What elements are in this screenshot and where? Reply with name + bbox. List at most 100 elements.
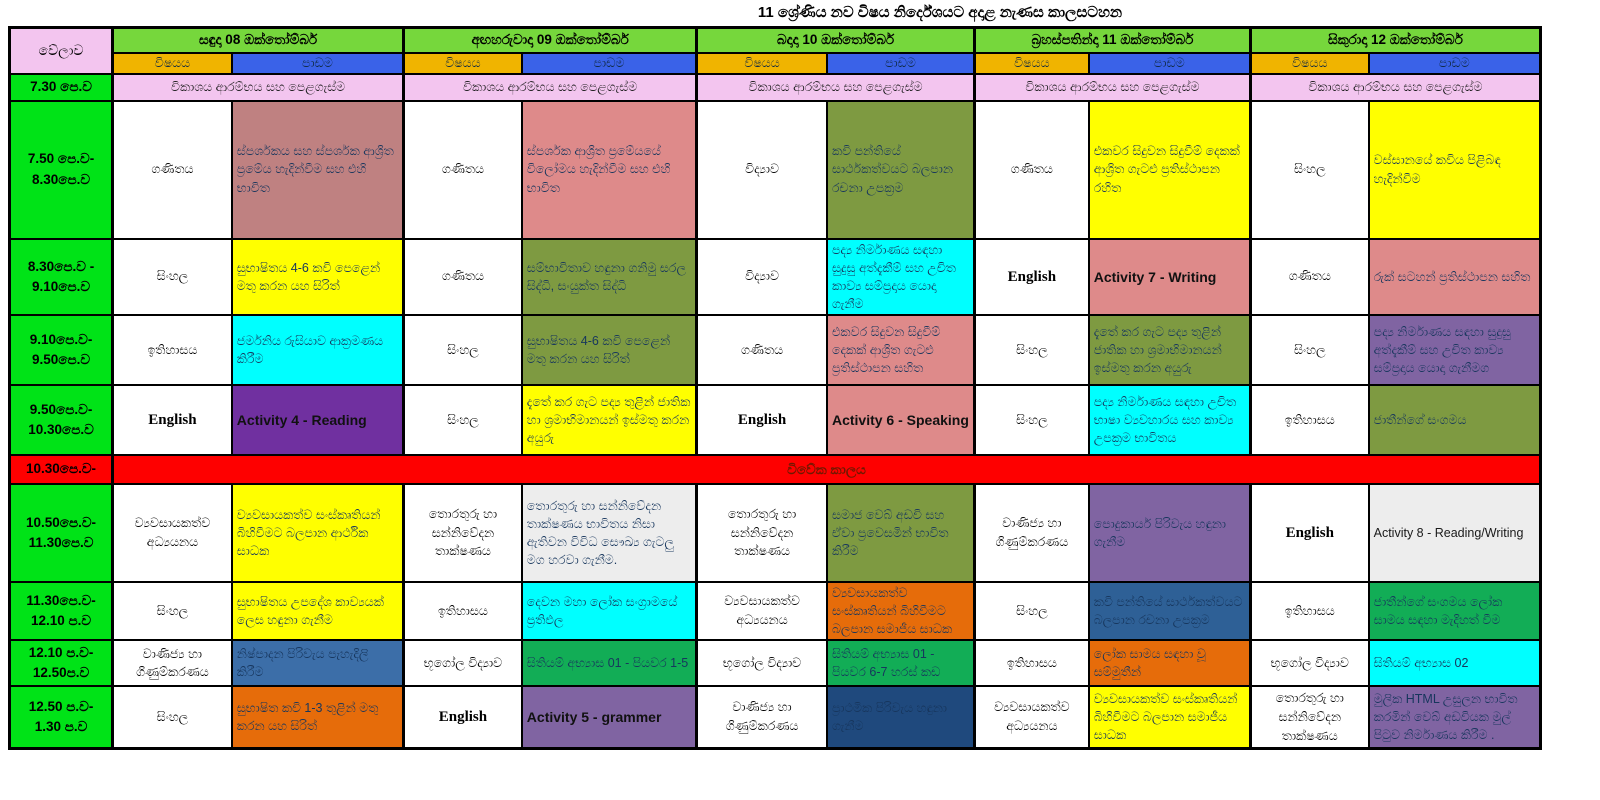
time-slot: 12.50 ප.ව- 1.30 ප.ව xyxy=(8,685,114,750)
lesson-cell: දැතේ කර ගැට පද්‍ය තුළින් ජාතික හා ශ්‍රමා… xyxy=(1087,314,1252,386)
subject-cell: සිංහල xyxy=(402,314,523,386)
lesson-cell: Activity 8 - Reading/Writing xyxy=(1367,483,1542,583)
day-header-wednesday: බදාදා 10 ඔක්තෝම්බර් xyxy=(695,26,976,54)
subject-cell: English xyxy=(111,384,233,456)
subject-cell: භූගෝල විද්‍යාව xyxy=(402,639,523,688)
lesson-cell: පද්‍ය නිර්මාණය සඳහා උචිත භාෂා ව්‍යවහාරය … xyxy=(1087,384,1252,456)
lesson-cell: පද්‍ය නිර්මාණය සඳහා සුදුසු අත්දැකීම් සහ … xyxy=(825,237,976,316)
time-slot: 8.30පෙ.ව - 9.10පෙ.ව xyxy=(8,237,114,316)
timetable-row: 12.10 ප.ව- 12.50ප.ව වාණිජ්‍ය හා ගිණුම්කරණ… xyxy=(8,639,1542,688)
subject-cell: ඉතිහාසය xyxy=(1248,384,1370,456)
lesson-cell: සිතියම් අභ්‍යාස 02 xyxy=(1367,639,1542,688)
timetable-row: 7.50 පෙ.ව- 8.30පෙ.ව ගණිතය ස්පර්ශකය සහ ස්පර… xyxy=(8,99,1542,240)
subject-cell: තොරතුරු හා සන්නිවේදන තාක්ෂණය xyxy=(402,483,523,583)
time-slot: 10.50පෙ.ව- 11.30පෙ.ව xyxy=(8,483,114,583)
lesson-cell: Activity 7 - Writing xyxy=(1087,237,1252,316)
timetable-row: 8.30පෙ.ව - 9.10පෙ.ව සිංහල සුභාෂිතය 4-6 කවි… xyxy=(8,237,1542,316)
assembly-cell: විකාශය ආරම්භය සහ පෙළගැස්ම xyxy=(973,72,1252,102)
timetable-row: 12.50 ප.ව- 1.30 ප.ව සිංහල සුභාෂිත කවි 1-3 … xyxy=(8,685,1542,750)
lesson-cell: සම්භාවිතාව හඳුනා ගනිමු සරල සිද්ධි, සංයුක… xyxy=(520,237,698,316)
subject-cell: ව්‍යවසායකත්ව අධ්‍යයනය xyxy=(111,483,233,583)
time-slot: 9.10පෙ.ව- 9.50පෙ.ව xyxy=(8,314,114,386)
subject-column-header: විෂයය xyxy=(973,51,1090,75)
lesson-cell: කවි පන්තියේ සාර්ථකත්වයට බලපාන රචනා උපක්‍… xyxy=(1087,580,1252,642)
assembly-row: 7.30 පෙ.ව විකාශය ආරම්භය සහ පෙළගැස්ම විකා… xyxy=(8,72,1542,102)
day-header-tuesday: අඟහරුවාදා 09 ඔක්තෝම්බර් xyxy=(402,26,698,54)
lesson-cell: මුලික HTML උසුලන භාවිත කරමින් වෙබ් අඩවිය… xyxy=(1367,685,1542,750)
lesson-column-header: පාඩම xyxy=(230,51,405,75)
subject-cell: ගණිතය xyxy=(1248,237,1370,316)
subject-cell: English xyxy=(695,384,828,456)
time-column-header: වේලාව xyxy=(8,26,114,75)
subject-cell: සිංහල xyxy=(402,384,523,456)
lesson-cell: කවි පන්තියේ සාර්ථකත්වයට බලපාන රචනා උපක්‍… xyxy=(825,99,976,240)
lesson-column-header: පාඩම xyxy=(825,51,976,75)
assembly-cell: විකාශය ආරම්භය සහ පෙළගැස්ම xyxy=(111,72,405,102)
subject-cell: ගණිතය xyxy=(695,314,828,386)
subject-cell: සිංහල xyxy=(973,580,1090,642)
subject-cell: විද්‍යාව xyxy=(695,237,828,316)
lesson-cell: සිතියම් අභ්‍යාස 01 - පියවර 6-7 හරස් කඩ xyxy=(825,639,976,688)
subject-cell: සිංහල xyxy=(111,237,233,316)
subject-cell: ඉතිහාසය xyxy=(402,580,523,642)
break-row: 10.30පෙ.ව- විවේක කාලය xyxy=(8,454,1542,485)
lesson-cell: දෙවන මහා ලෝක සංග්‍රාමයේ ප්‍රතිඵල xyxy=(520,580,698,642)
time-slot: 7.50 පෙ.ව- 8.30පෙ.ව xyxy=(8,99,114,240)
lesson-cell: වස්සානයේ කවිය පිළිබඳ හැදින්වීම xyxy=(1367,99,1542,240)
lesson-column-header: පාඩම xyxy=(1367,51,1542,75)
subject-cell: ඉතිහාසය xyxy=(111,314,233,386)
timetable-row: 11.30පෙ.ව- 12.10 ප.ව සිංහල සුභාෂිතය උපදේශ … xyxy=(8,580,1542,642)
subject-cell: ගණිතය xyxy=(111,99,233,240)
subject-cell: ව්‍යවසායකත්ව අධ්‍යයනය xyxy=(695,580,828,642)
time-slot: 9.50පෙ.ව- 10.30පෙ.ව xyxy=(8,384,114,456)
lesson-cell: සුභාෂිතය 4-6 කවි පෙළෙන් මතු කරන යහ සිරිත… xyxy=(520,314,698,386)
lesson-cell: සුභාෂිතය උපදේශ කාව්‍යයක් ලෙස හඳුනා ගැනීම xyxy=(230,580,405,642)
lesson-cell: ජර්මනිය රුසියාව ආක්‍රමණය කිරීම xyxy=(230,314,405,386)
lesson-cell: සමාජ වෙබ් අඩවි සහ ඒවා ප්‍රවෙසමින් භාවිත … xyxy=(825,483,976,583)
subject-column-header: විෂයය xyxy=(402,51,523,75)
lesson-cell: Activity 5 - grammer xyxy=(520,685,698,750)
subject-cell: සිංහල xyxy=(973,384,1090,456)
lesson-cell: ලෝක සාමය සඳහා වූ සම්මුතීන් xyxy=(1087,639,1252,688)
subject-cell: වාණිජ්‍ය හා ගිණුම්කරණය xyxy=(695,685,828,750)
lesson-cell: රුක් සටහන් ප්‍රතිස්ථාපන සහිත xyxy=(1367,237,1542,316)
subject-cell: වාණිජ්‍ය හා ගිණුම්කරණය xyxy=(111,639,233,688)
subject-cell: සිංහල xyxy=(1248,314,1370,386)
lesson-cell: ව්‍යවසායකත්ව සංස්කෘතියන් බිහිවීමට බලපාන … xyxy=(825,580,976,642)
lesson-column-header: පාඩම xyxy=(520,51,698,75)
subject-cell: ඉතිහාසය xyxy=(1248,580,1370,642)
lesson-cell: ප්‍රාථමික පිරිවැය හඳුනා ගැනීම xyxy=(825,685,976,750)
page-title: 11 ශ්‍රේණිය නව විෂය නිර්දේශයට අදාළ නැණස … xyxy=(757,4,1123,21)
subject-cell: තොරතුරු හා සන්නිවේදන තාක්ෂණය xyxy=(1248,685,1370,750)
subject-cell: ගණිතය xyxy=(402,237,523,316)
timetable-row: 10.50පෙ.ව- 11.30පෙ.ව ව්‍යවසායකත්ව අධ්‍යයන… xyxy=(8,483,1542,583)
assembly-cell: විකාශය ආරම්භය සහ පෙළගැස්ම xyxy=(695,72,976,102)
morning-rows: 7.50 පෙ.ව- 8.30පෙ.ව ගණිතය ස්පර්ශකය සහ ස්පර… xyxy=(8,99,1542,456)
timetable-row: 9.50පෙ.ව- 10.30පෙ.ව English Activity 4 - R… xyxy=(8,384,1542,456)
subject-column-header: විෂයය xyxy=(1248,51,1370,75)
subject-cell: වාණිජ්‍ය හා ගිණුම්කරණය xyxy=(973,483,1090,583)
lesson-cell: Activity 6 - Speaking xyxy=(825,384,976,456)
lesson-cell: ජාතීන්ගේ සංගමය xyxy=(1367,384,1542,456)
subject-cell: ඉතිහාසය xyxy=(973,639,1090,688)
lesson-cell: නිෂ්පාදන පිරිවැය පැහැදිලි කිරීම xyxy=(230,639,405,688)
subject-cell: තොරතුරු හා සන්නිවේදන තාක්ෂණය xyxy=(695,483,828,583)
lesson-cell: සිතියම් අභ්‍යාස 01 - පියවර 1-5 xyxy=(520,639,698,688)
lesson-cell: පද්‍ය නිර්මාණය සඳහා සුදුසු අත්දැකීම් සහ … xyxy=(1367,314,1542,386)
assembly-cell: විකාශය ආරම්භය සහ පෙළගැස්ම xyxy=(1248,72,1542,102)
timetable: වේලාව සඳුදා 08 ඔක්තෝම්බර් අඟහරුවාදා 09 ඔ… xyxy=(8,26,1542,750)
subject-cell: සිංහල xyxy=(973,314,1090,386)
time-slot: 10.30පෙ.ව- xyxy=(8,454,114,485)
subject-cell: English xyxy=(1248,483,1370,583)
subject-cell: සිංහල xyxy=(1248,99,1370,240)
subject-cell: ගණිතය xyxy=(402,99,523,240)
subject-cell: English xyxy=(973,237,1090,316)
lesson-cell: ව්‍යවසායකත්ව සංස්කෘතියන් බිහිවීමට බලපාන … xyxy=(230,483,405,583)
subject-cell: සිංහල xyxy=(111,580,233,642)
lesson-cell: Activity 4 - Reading xyxy=(230,384,405,456)
assembly-cell: විකාශය ආරම්භය සහ පෙළගැස්ම xyxy=(402,72,698,102)
lesson-cell: ස්පර්ශකය සහ ස්පර්ශක ආශ්‍රිත ප්‍රමේය හැදි… xyxy=(230,99,405,240)
day-header-friday: සිකුරාදා 12 ඔක්තෝම්බර් xyxy=(1248,26,1542,54)
subject-column-header: විෂයය xyxy=(695,51,828,75)
lesson-cell: ජාතීන්ගේ සංගමය ලෝක සාමය සඳහා මැදිහත් වීම xyxy=(1367,580,1542,642)
